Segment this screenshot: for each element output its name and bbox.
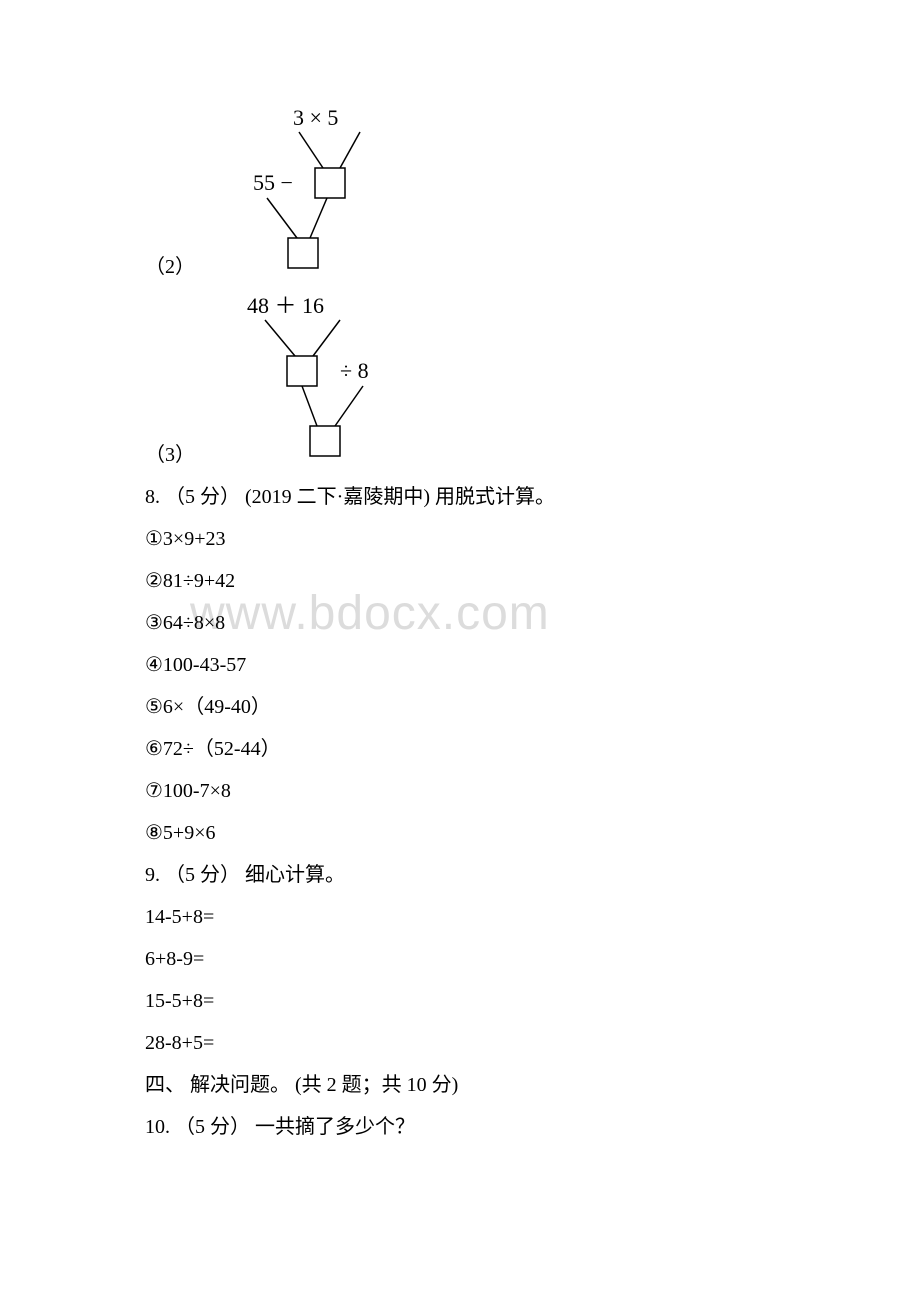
diagram-3-line-1 [265,320,295,356]
q8-item-2: ②81÷9+42 [145,560,775,602]
diagram-2-left-text: 55 − [253,170,293,195]
q8-item-3: ③64÷8×8 [145,602,775,644]
q9-item-3: 15-5+8= [145,980,775,1022]
diagram-2-box-1 [315,168,345,198]
q9-item-2: 6+8-9= [145,938,775,980]
diagram-3-box-2 [310,426,340,456]
diagram-3-line-2 [313,320,340,356]
diagram-3-right-text: ÷ 8 [340,358,369,383]
diagram-3-line-4 [335,386,363,426]
diagram-2-line-1 [299,132,323,168]
q8-item-1: ①3×9+23 [145,518,775,560]
diagram-3-svg: 48 ＋ 16 ÷ 8 [195,288,455,463]
diagram-3-label: （3） [145,438,195,467]
q8-item-5: ⑤6×（49-40） [145,686,775,728]
q9-item-4: 28-8+5= [145,1022,775,1064]
diagram-3-line-3 [302,386,317,426]
q8-header: 8. （5 分） (2019 二下·嘉陵期中) 用脱式计算。 [145,476,775,518]
diagram-2-line-4 [310,198,327,238]
q8-item-6: ⑥72÷（52-44） [145,728,775,770]
diagram-3: （3） 48 ＋ 16 ÷ 8 [145,288,775,468]
diagram-3-top-text: 48 ＋ 16 [247,293,324,318]
q10-header: 10. （5 分） 一共摘了多少个？ [145,1106,775,1148]
q8-item-8: ⑧5+9×6 [145,812,775,854]
diagram-2-line-2 [340,132,360,168]
diagram-3-box-1 [287,356,317,386]
diagram-2: （2） 3 × 5 55 − [145,100,775,280]
diagram-2-label: （2） [145,250,195,279]
q9-item-1: 14-5+8= [145,896,775,938]
diagram-2-box-2 [288,238,318,268]
diagram-2-top-text: 3 × 5 [293,105,338,130]
q8-item-7: ⑦100-7×8 [145,770,775,812]
q8-item-4: ④100-43-57 [145,644,775,686]
section-4-header: 四、 解决问题。 (共 2 题；共 10 分) [145,1064,775,1106]
diagram-2-line-3 [267,198,297,238]
diagram-2-svg: 3 × 5 55 − [195,100,435,275]
q9-header: 9. （5 分） 细心计算。 [145,854,775,896]
